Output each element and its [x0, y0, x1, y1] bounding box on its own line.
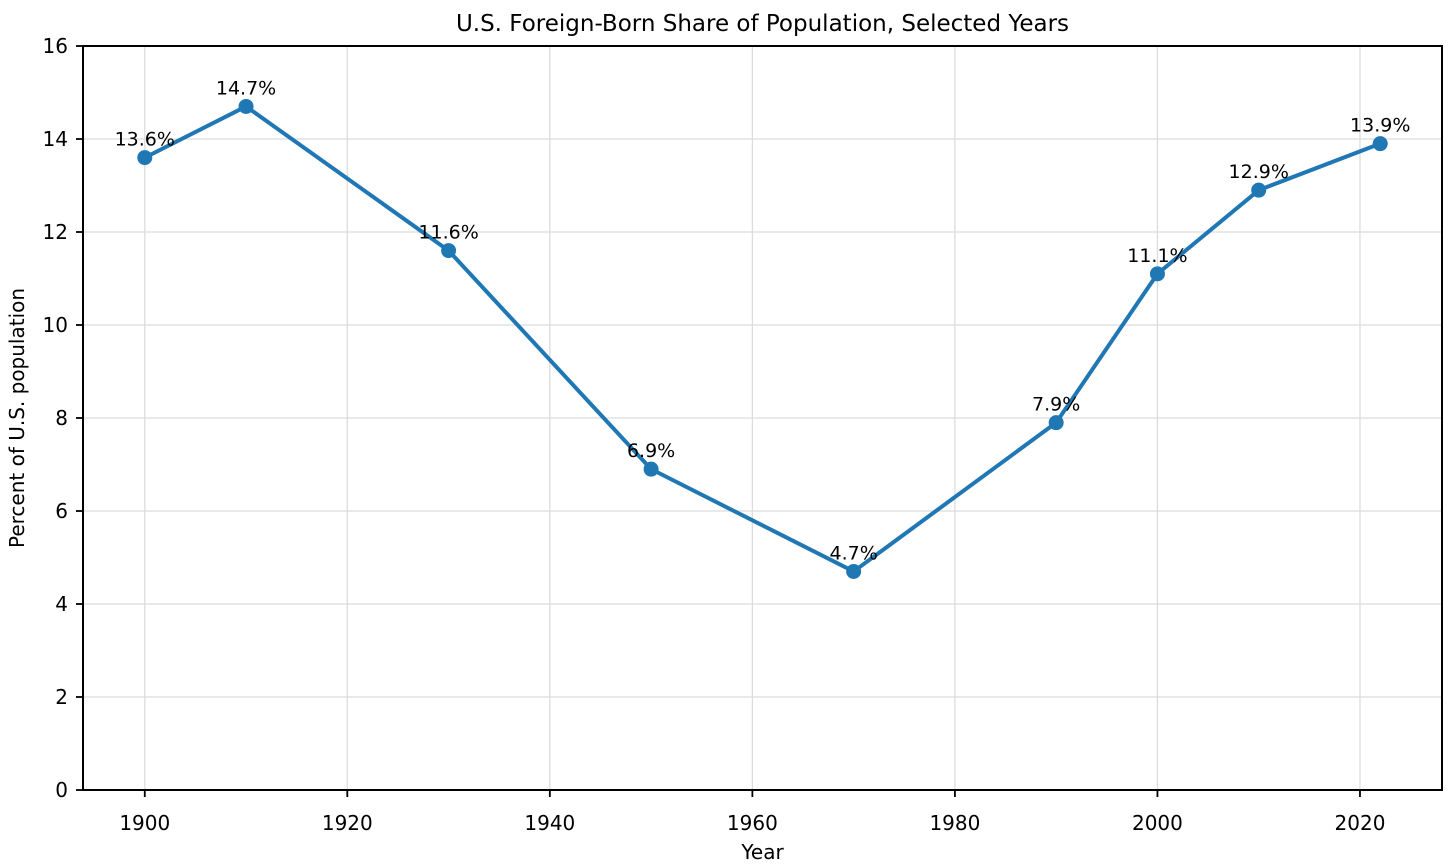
- data-point-marker: [643, 461, 659, 477]
- y-tick-label: 2: [55, 685, 68, 709]
- data-point-marker: [1048, 415, 1064, 431]
- data-point-label: 11.1%: [1127, 245, 1187, 267]
- x-tick-label: 2020: [1335, 811, 1386, 835]
- data-point-marker: [1149, 266, 1165, 282]
- y-tick-label: 10: [43, 313, 68, 337]
- data-point-label: 4.7%: [829, 542, 877, 564]
- x-tick-label: 1980: [929, 811, 980, 835]
- data-point-label: 13.6%: [115, 129, 175, 151]
- data-point-label: 12.9%: [1229, 161, 1289, 183]
- y-tick-label: 14: [43, 127, 68, 151]
- y-tick-label: 8: [55, 406, 68, 430]
- data-point-label: 11.6%: [418, 222, 478, 244]
- data-point-label: 6.9%: [627, 440, 675, 462]
- x-tick-label: 1920: [322, 811, 373, 835]
- x-tick-label: 1940: [524, 811, 575, 835]
- x-tick-label: 1960: [727, 811, 778, 835]
- grid-layer: [83, 45, 1442, 791]
- annotation-layer: 13.6% 14.7% 11.6% 6.9% 4.7% 7.9% 11.1% 12.9% 13.…: [115, 77, 1411, 564]
- data-point-label: 14.7%: [216, 77, 276, 99]
- y-axis-label: Percent of U.S. population: [5, 288, 29, 548]
- data-point-marker: [846, 563, 862, 579]
- data-point-marker: [137, 150, 153, 166]
- y-tick-label: 6: [55, 499, 68, 523]
- series-line: [142, 104, 1383, 574]
- y-tick-label: 0: [55, 778, 68, 802]
- series-layer: [137, 98, 1388, 579]
- data-point-marker: [238, 98, 254, 114]
- data-point-label: 13.9%: [1350, 115, 1410, 137]
- axis-ticks-layer: 1900 1920 1940 1960 1980 2000 2020 0 2 4 6 8 10 12 14 1…: [43, 34, 1386, 835]
- data-point-marker: [441, 243, 457, 259]
- data-point-marker: [1372, 136, 1388, 152]
- chart-title: U.S. Foreign-Born Share of Population, S…: [456, 11, 1069, 37]
- x-axis-label: Year: [740, 840, 784, 864]
- x-tick-label: 1900: [119, 811, 170, 835]
- x-tick-label: 2000: [1132, 811, 1183, 835]
- data-point-marker: [1251, 182, 1267, 198]
- y-tick-label: 12: [43, 220, 68, 244]
- y-tick-label: 4: [55, 592, 68, 616]
- data-point-label: 7.9%: [1032, 394, 1080, 416]
- plot-border: [82, 45, 1443, 791]
- y-tick-label: 16: [43, 34, 68, 58]
